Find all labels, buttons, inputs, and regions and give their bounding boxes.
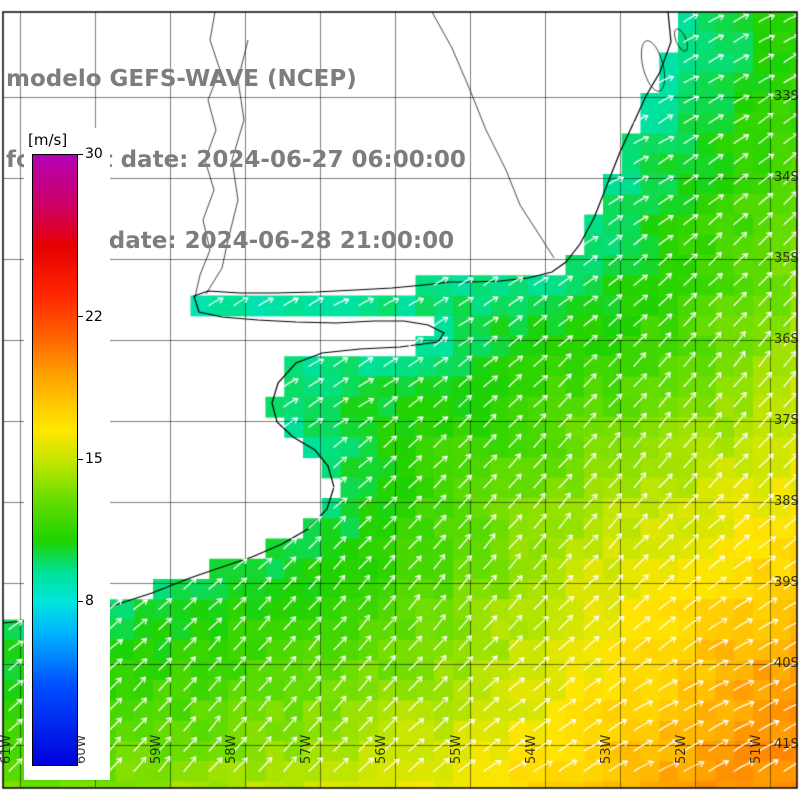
colorbar-tick-label: 8 <box>85 593 94 610</box>
colorbar-tick <box>78 458 83 460</box>
lon-label: 60W <box>74 734 89 764</box>
colorbar-tick-label: 30 <box>85 146 103 162</box>
colorbar-gradient <box>32 154 78 766</box>
lat-label: 38S <box>774 494 799 509</box>
lat-label: 34S <box>774 170 799 185</box>
lon-label: 58W <box>224 734 239 764</box>
model-title: modelo GEFS-WAVE (NCEP) <box>6 66 357 92</box>
lat-label: 35S <box>774 251 799 266</box>
lon-label: 57W <box>299 734 314 764</box>
lon-label: 51W <box>749 734 764 764</box>
lon-label: 52W <box>674 734 689 764</box>
colorbar-unit-label: [m/s] <box>28 131 68 149</box>
colorbar-tick <box>78 600 83 602</box>
colorbar: [m/s] 30 22 15 8 <box>24 128 110 780</box>
lat-label: 40S <box>774 656 799 671</box>
lon-label: 56W <box>374 734 389 764</box>
lat-label: 39S <box>774 575 799 590</box>
colorbar-tick <box>78 153 83 155</box>
lat-label: 36S <box>774 332 799 347</box>
lat-label: 33S <box>774 89 799 104</box>
lat-label: 37S <box>774 413 799 428</box>
colorbar-tick-label: 22 <box>85 308 103 325</box>
lon-label: 53W <box>599 734 614 764</box>
colorbar-tick-label: 15 <box>85 451 103 467</box>
lat-label: 41S <box>774 737 799 752</box>
colorbar-tick <box>78 316 83 318</box>
lon-label: 54W <box>524 734 539 764</box>
lon-label: 55W <box>449 734 464 764</box>
lon-label: 59W <box>149 734 164 764</box>
lon-label: 61W <box>0 734 14 764</box>
